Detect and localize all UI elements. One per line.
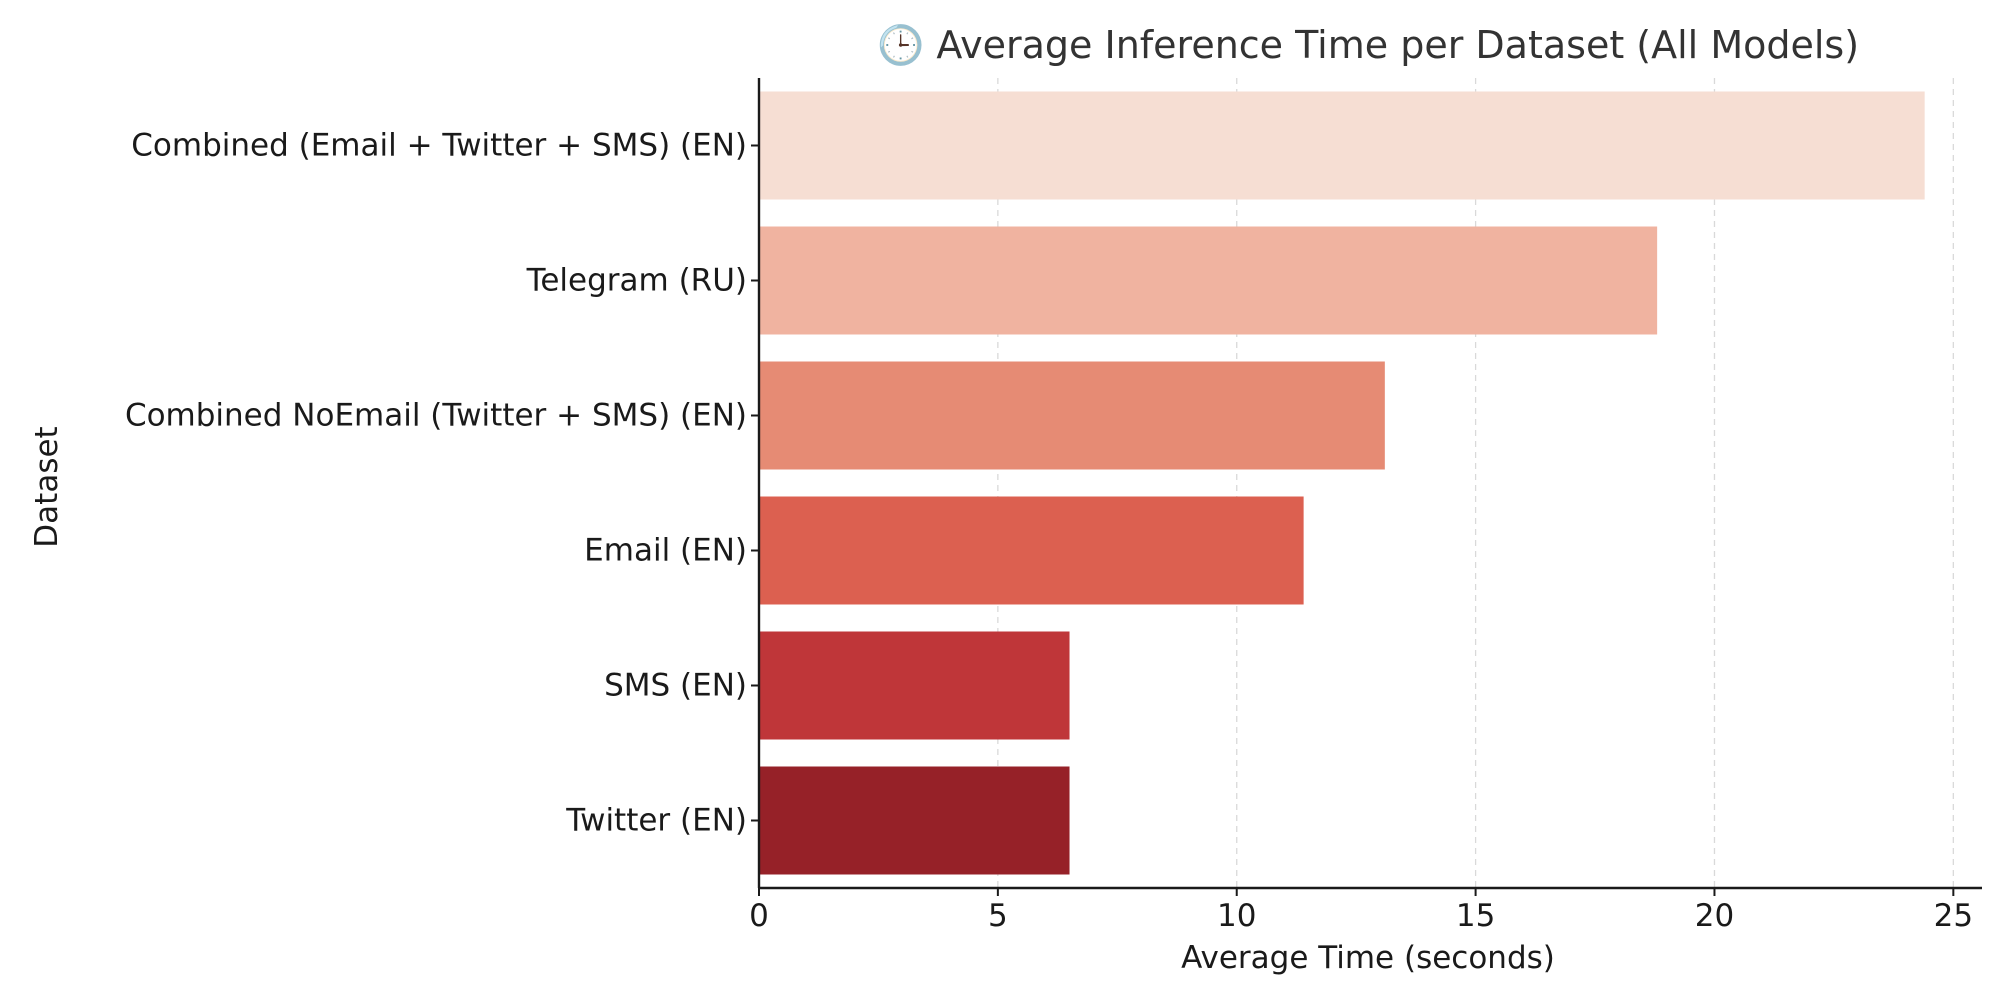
x-axis-label: Average Time (seconds) [1181,940,1555,976]
axes [751,78,1982,896]
y-tick-label: Telegram (RU) [526,263,747,299]
chart-title: 🕒 Average Inference Time per Dataset (Al… [877,23,1859,67]
x-tick-label: 25 [1934,898,1973,934]
x-tick-label: 10 [1217,898,1256,934]
bar [759,91,1925,200]
bar [759,226,1658,335]
y-tick-label: Twitter (EN) [565,803,747,839]
y-axis-label: Dataset [29,426,65,547]
bar [759,631,1070,740]
bar [759,496,1304,605]
x-tick-label: 20 [1695,898,1734,934]
y-tick-label: Combined NoEmail (Twitter + SMS) (EN) [125,398,747,434]
x-tick-label: 15 [1456,898,1495,934]
x-tick-label: 5 [988,898,1008,934]
x-tick-label: 0 [749,898,769,934]
tick-labels: Combined (Email + Twitter + SMS) (EN) Tel… [125,128,1973,935]
y-tick-label: Email (EN) [584,533,747,569]
bar [759,766,1070,875]
bars [759,91,1925,875]
bar [759,361,1385,470]
y-tick-label: Combined (Email + Twitter + SMS) (EN) [131,128,747,164]
y-tick-label: SMS (EN) [604,668,747,704]
